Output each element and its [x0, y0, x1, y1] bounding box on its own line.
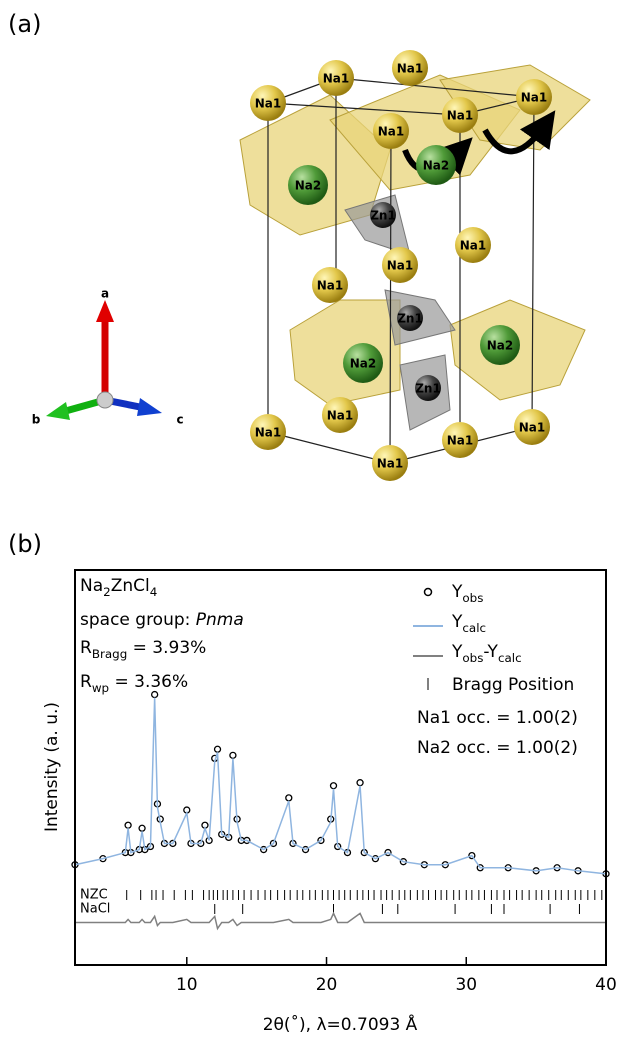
- x-tick-label: 40: [595, 975, 617, 995]
- annotation: Na1 occ. = 1.00(2): [417, 708, 578, 728]
- obs-point: [357, 780, 363, 786]
- panel-label: (a): [8, 10, 41, 38]
- annotation-part: 2: [103, 585, 111, 599]
- annotation-part: = 3.93%: [127, 638, 206, 658]
- annotation-part: = 3.36%: [109, 672, 188, 692]
- annotation-part: ZnCl: [111, 576, 150, 596]
- annotation-part: R: [80, 638, 92, 658]
- annotation: Na2 occ. = 1.00(2): [417, 738, 578, 758]
- atom-label: Na1: [447, 434, 474, 448]
- atom-label: Na2: [295, 179, 322, 193]
- atom-label: Na2: [423, 159, 450, 173]
- bragg-label: NaCl: [80, 902, 110, 917]
- figure: (a) (b) Na1 Na1 Na1 Na1 Na1 Na1 Na1 Na1 Na1 Na1 Na…: [0, 0, 620, 1041]
- obs-point: [286, 795, 292, 801]
- y-axis-label: Intensity (a. u.): [42, 702, 62, 832]
- annotation-part: Na: [80, 576, 103, 596]
- annotation-part: calc: [498, 651, 522, 665]
- obs-point: [139, 825, 145, 831]
- axis-name: c: [176, 413, 183, 427]
- legend-swatch: [425, 589, 432, 596]
- annotation-part: Y: [451, 612, 463, 632]
- atom-label: Na2: [350, 357, 377, 371]
- annotation: Yobs-Ycalc: [451, 642, 522, 665]
- atom-label: Zn1: [370, 209, 396, 223]
- atom-label: Na2: [487, 339, 514, 353]
- annotation-part: R: [80, 672, 92, 692]
- atom-label: Zn1: [415, 382, 441, 396]
- annotation-part: obs: [462, 651, 483, 665]
- legend-label: Bragg Position: [452, 675, 574, 695]
- annotation-part: Y: [451, 642, 463, 662]
- atom-label: Na1: [519, 421, 546, 435]
- atom-label: Na1: [327, 409, 354, 423]
- annotation-part: Na2 occ. = 1.00(2): [417, 738, 578, 758]
- series-line: [75, 913, 606, 928]
- polyhedra: [240, 65, 590, 430]
- atom-label: Na1: [378, 125, 405, 139]
- x-axis-label: 2θ(˚), λ=0.7093 Å: [263, 1013, 418, 1035]
- axis-name: a: [101, 287, 109, 301]
- atom-label: Na1: [460, 239, 487, 253]
- annotation-part: wp: [92, 681, 109, 695]
- annotation-part: calc: [462, 621, 486, 635]
- annotation-part: Pnma: [196, 610, 244, 630]
- annotation: space group: Pnma: [80, 610, 244, 630]
- atom-label: Na1: [255, 97, 282, 111]
- annotation: Ycalc: [451, 612, 486, 635]
- annotation: Rwp = 3.36%: [80, 672, 188, 695]
- obs-point: [230, 752, 236, 758]
- x-tick-label: 20: [316, 975, 338, 995]
- atom-label: Na1: [255, 426, 282, 440]
- annotation: Yobs: [451, 582, 483, 605]
- obs-point: [152, 692, 158, 698]
- atom-label: Na1: [397, 62, 424, 76]
- annotation: Na2ZnCl4: [80, 576, 157, 599]
- x-tick-label: 30: [455, 975, 477, 995]
- annotation-part: obs: [462, 591, 483, 605]
- atom-label: Na1: [317, 279, 344, 293]
- atom-label: Na1: [323, 72, 350, 86]
- annotation-part: 4: [150, 585, 158, 599]
- annotation: RBragg = 3.93%: [80, 638, 206, 661]
- annotation-part: Na1 occ. = 1.00(2): [417, 708, 578, 728]
- annotation-part: Y: [451, 582, 463, 602]
- annotation-part: Bragg: [92, 647, 127, 661]
- atom-label: Na1: [447, 109, 474, 123]
- atom-label: Na1: [387, 259, 414, 273]
- x-tick-label: 10: [176, 975, 198, 995]
- annotation-part: -Y: [483, 642, 498, 662]
- axis-triad: a b c: [32, 287, 184, 427]
- obs-point: [125, 822, 131, 828]
- panel-label: (b): [8, 530, 42, 558]
- atom-label: Zn1: [397, 312, 423, 326]
- obs-point: [215, 746, 221, 752]
- annotation-part: space group:: [80, 610, 196, 630]
- axis-name: b: [32, 413, 41, 427]
- atom-label: Na1: [377, 457, 404, 471]
- bragg-label: NZC: [80, 888, 108, 903]
- obs-point: [331, 783, 337, 789]
- atom-label: Na1: [521, 91, 548, 105]
